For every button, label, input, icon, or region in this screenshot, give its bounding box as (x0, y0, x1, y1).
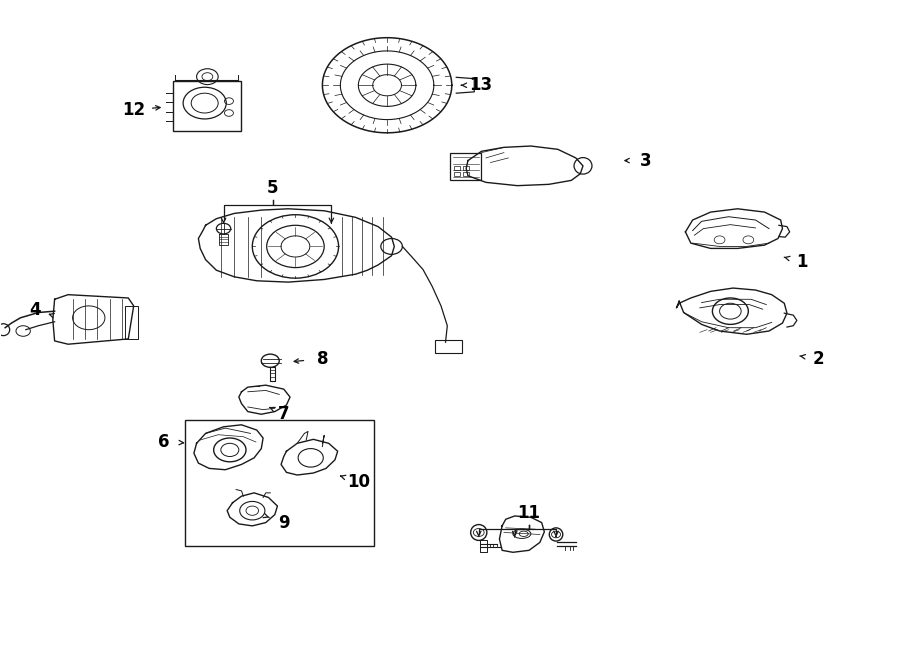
Text: 3: 3 (640, 152, 652, 169)
Text: 13: 13 (469, 76, 492, 94)
Text: 2: 2 (813, 350, 824, 368)
Bar (454, 173, 460, 176)
Text: 12: 12 (122, 101, 145, 118)
Bar (435, 340, 462, 354)
Text: 5: 5 (267, 179, 279, 197)
Bar (454, 166, 460, 170)
Bar (173, 81, 240, 132)
Text: 9: 9 (278, 514, 290, 532)
Text: 8: 8 (317, 350, 328, 368)
Bar (125, 306, 139, 339)
Text: 10: 10 (346, 473, 370, 491)
Text: 6: 6 (158, 433, 170, 451)
Bar (450, 153, 482, 180)
Text: 7: 7 (278, 404, 290, 422)
Bar (464, 166, 469, 170)
Bar (184, 420, 374, 545)
Text: 4: 4 (29, 301, 40, 319)
Text: 11: 11 (518, 504, 541, 522)
Bar (464, 173, 469, 176)
Text: 1: 1 (796, 253, 808, 271)
